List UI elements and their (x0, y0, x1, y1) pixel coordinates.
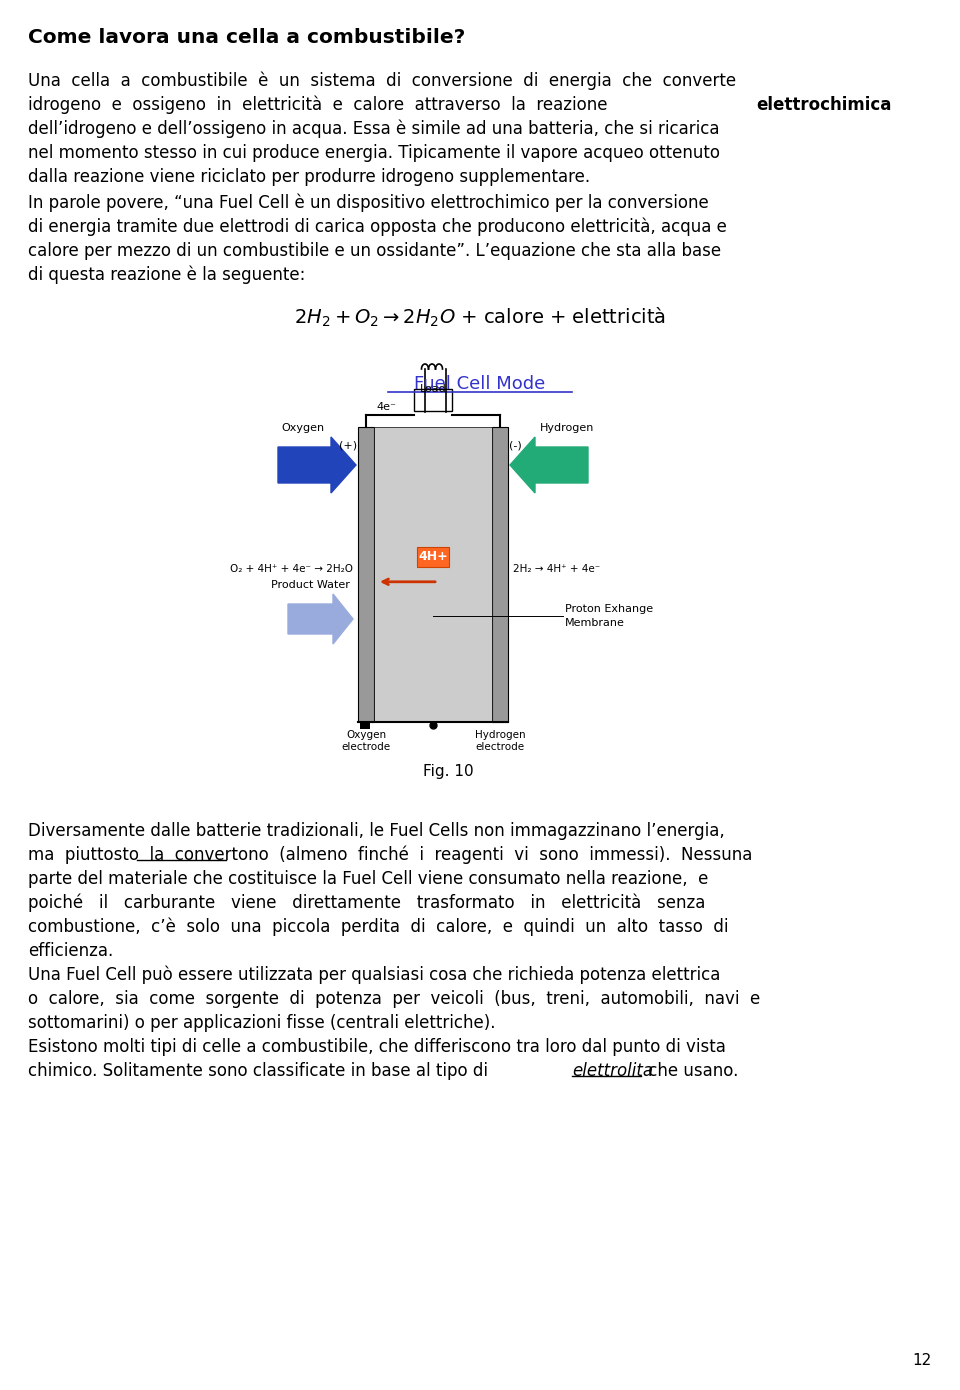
Text: elettrochimica: elettrochimica (756, 96, 892, 114)
Text: o  calore,  sia  come  sorgente  di  potenza  per  veicoli  (bus,  treni,  autom: o calore, sia come sorgente di potenza p… (28, 990, 760, 1008)
Text: dalla reazione viene riciclato per produrre idrogeno supplementare.: dalla reazione viene riciclato per produ… (28, 168, 590, 186)
Text: elettrolita: elettrolita (572, 1062, 653, 1080)
Text: (-): (-) (509, 441, 521, 450)
Polygon shape (278, 436, 356, 493)
Bar (417, 546, 449, 567)
Text: O₂ + 4H⁺ + 4e⁻ → 2H₂O: O₂ + 4H⁺ + 4e⁻ → 2H₂O (230, 563, 353, 574)
Text: nel momento stesso in cui produce energia. Tipicamente il vapore acqueo ottenuto: nel momento stesso in cui produce energi… (28, 145, 720, 163)
Text: Proton Exhange: Proton Exhange (565, 603, 653, 614)
Text: ma  piuttosto  la  convertono  (almeno  finché  i  reagenti  vi  sono  immessi).: ma piuttosto la convertono (almeno finch… (28, 847, 753, 865)
Bar (492, 427, 508, 721)
Text: combustione,  c’è  solo  una  piccola  perdita  di  calore,  e  quindi  un  alto: combustione, c’è solo una piccola perdit… (28, 917, 729, 937)
Text: Fuel Cell Mode: Fuel Cell Mode (415, 375, 545, 393)
Text: In parole povere, “una Fuel Cell è un dispositivo elettrochimico per la conversi: In parole povere, “una Fuel Cell è un di… (28, 195, 708, 213)
Text: 4e⁻: 4e⁻ (376, 402, 396, 411)
Text: Esistono molti tipi di celle a combustibile, che differiscono tra loro dal punto: Esistono molti tipi di celle a combustib… (28, 1038, 726, 1056)
Text: sottomarini) o per applicazioni fisse (centrali elettriche).: sottomarini) o per applicazioni fisse (c… (28, 1013, 495, 1031)
Bar (374, 427, 492, 721)
Text: $2H_2 + O_2 \rightarrow 2H_2O$ + calore + elettricità: $2H_2 + O_2 \rightarrow 2H_2O$ + calore … (294, 306, 666, 329)
Text: Load: Load (420, 384, 446, 393)
Text: che usano.: che usano. (643, 1062, 738, 1080)
Text: Membrane: Membrane (565, 617, 625, 628)
Text: Hydrogen
electrode: Hydrogen electrode (474, 730, 525, 752)
Text: calore per mezzo di un combustibile e un ossidante”. L’equazione che sta alla ba: calore per mezzo di un combustibile e un… (28, 242, 721, 260)
Text: efficienza.: efficienza. (28, 942, 113, 960)
Text: Oxygen
electrode: Oxygen electrode (342, 730, 391, 752)
Text: idrogeno  e  ossigeno  in  elettricità  e  calore  attraverso  la  reazione: idrogeno e ossigeno in elettricità e cal… (28, 96, 618, 114)
Polygon shape (288, 594, 353, 644)
Text: Fig. 10: Fig. 10 (422, 765, 473, 778)
Text: dell’idrogeno e dell’ossigeno in acqua. Essa è simile ad una batteria, che si ri: dell’idrogeno e dell’ossigeno in acqua. … (28, 120, 719, 139)
Text: (+): (+) (339, 441, 357, 450)
Text: Una  cella  a  combustibile  è  un  sistema  di  conversione  di  energia  che  : Una cella a combustibile è un sistema di… (28, 72, 736, 90)
Text: di questa reazione è la seguente:: di questa reazione è la seguente: (28, 265, 305, 285)
Text: 12: 12 (913, 1352, 932, 1368)
Bar (414, 389, 452, 411)
Text: 4H+: 4H+ (419, 550, 448, 563)
Bar (360, 721, 370, 728)
Text: Una Fuel Cell può essere utilizzata per qualsiasi cosa che richieda potenza elet: Una Fuel Cell può essere utilizzata per … (28, 966, 720, 984)
Text: Come lavora una cella a combustibile?: Come lavora una cella a combustibile? (28, 28, 466, 47)
Polygon shape (510, 436, 588, 493)
Text: Diversamente dalle batterie tradizionali, le Fuel Cells non immagazzinano l’ener: Diversamente dalle batterie tradizionali… (28, 821, 725, 840)
Text: di energia tramite due elettrodi di carica opposta che producono elettricità, ac: di energia tramite due elettrodi di cari… (28, 218, 727, 236)
Text: Hydrogen: Hydrogen (540, 423, 594, 434)
Text: Product Water: Product Water (271, 580, 350, 589)
Text: parte del materiale che costituisce la Fuel Cell viene consumato nella reazione,: parte del materiale che costituisce la F… (28, 870, 708, 888)
Text: 2H₂ → 4H⁺ + 4e⁻: 2H₂ → 4H⁺ + 4e⁻ (513, 563, 600, 574)
Text: poiché   il   carburante   viene   direttamente   trasformato   in   elettricità: poiché il carburante viene direttamente … (28, 894, 706, 912)
Bar (358, 427, 374, 721)
Text: chimico. Solitamente sono classificate in base al tipo di: chimico. Solitamente sono classificate i… (28, 1062, 493, 1080)
Text: Oxygen: Oxygen (281, 423, 324, 434)
